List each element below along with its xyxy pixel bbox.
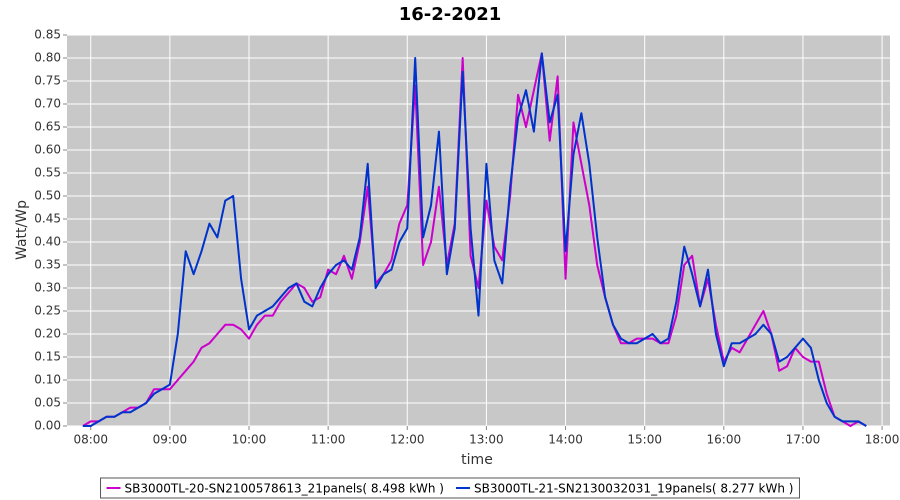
y-tick-label: 0.60 [34,143,61,157]
x-tick-label: 16:00 [707,433,742,447]
lines [82,52,867,427]
x-tick-label: 11:00 [311,433,346,447]
y-tick-label: 0.85 [34,28,61,42]
x-tick-label: 14:00 [548,433,583,447]
y-tick-label: 0.10 [34,373,61,387]
legend-box [100,477,800,499]
legend-label: SB3000TL-20-SN2100578613_21panels( 8.498… [125,482,444,496]
y-tick-label: 0.50 [34,189,61,203]
y-tick-label: 0.45 [34,212,61,226]
x-axis-label: time [461,452,493,468]
y-tick-label: 0.15 [34,350,61,364]
y-tick-label: 0.35 [34,258,61,272]
x-tick-label: 08:00 [73,433,108,447]
plot-area [67,35,890,426]
y-tick-label: 0.40 [34,235,61,249]
legend: SB3000TL-20-SN2100578613_21panels( 8.498… [100,477,800,499]
x-tick-label: 17:00 [786,433,821,447]
series-line [82,52,867,427]
chart-title: 16-2-2021 [399,4,502,25]
y-tick-label: 0.20 [34,327,61,341]
x-tick-label: 15:00 [627,433,662,447]
y-axis-label: Watt/Wp [14,200,30,260]
x-tick-label: 13:00 [469,433,504,447]
y-tick-label: 0.05 [34,396,61,410]
legend-label: SB3000TL-21-SN2130032031_19panels( 8.277… [474,482,793,496]
y-tick-label: 0.80 [34,51,61,65]
y-tick-label: 0.25 [34,304,61,318]
y-tick-label: 0.75 [34,74,61,88]
y-tick-label: 0.00 [34,419,61,433]
grid: 0.00 0.05 0.10 0.15 0.20 0.25 0.30 0.35 0.40 0.45… [34,28,899,447]
y-tick-label: 0.55 [34,166,61,180]
x-tick-label: 10:00 [232,433,267,447]
x-tick-label: 18:00 [865,433,900,447]
y-tick-label: 0.65 [34,120,61,134]
x-tick-label: 09:00 [153,433,188,447]
y-tick-label: 0.70 [34,97,61,111]
y-tick-label: 0.30 [34,281,61,295]
x-tick-label: 12:00 [390,433,425,447]
